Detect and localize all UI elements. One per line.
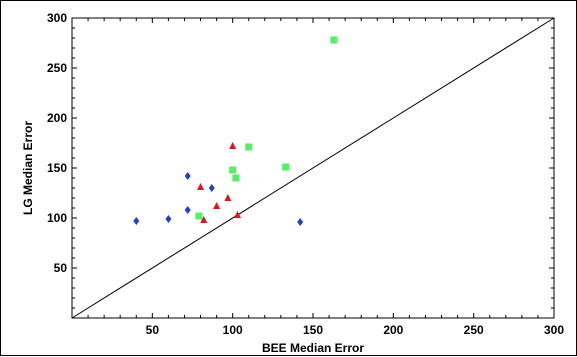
square-point bbox=[330, 36, 338, 44]
y-axis: 50 100 150 200 250 300 bbox=[47, 11, 554, 309]
square-point bbox=[232, 174, 240, 182]
diamond-point bbox=[184, 172, 191, 180]
x-tick-label: 300 bbox=[544, 323, 564, 337]
triangle-point bbox=[233, 211, 241, 218]
y-tick-label: 300 bbox=[47, 11, 67, 25]
y-tick-label: 250 bbox=[47, 61, 67, 75]
diamond-point bbox=[208, 184, 215, 192]
triangle-point bbox=[224, 194, 232, 201]
y-tick-label: 50 bbox=[54, 261, 68, 275]
x-axis: 50 100 150 200 250 300 bbox=[87, 18, 564, 337]
square-point bbox=[282, 163, 290, 171]
data-points bbox=[133, 36, 338, 226]
y-tick-label: 150 bbox=[47, 161, 67, 175]
square-point bbox=[195, 212, 203, 220]
triangle-point bbox=[197, 183, 205, 190]
diamond-point bbox=[165, 215, 172, 223]
square-point bbox=[245, 143, 253, 151]
x-tick-label: 150 bbox=[303, 323, 323, 337]
diagonal-reference-line bbox=[71, 17, 555, 319]
square-point bbox=[229, 166, 237, 174]
diamond-point bbox=[133, 217, 140, 225]
y-axis-title: LG Median Error bbox=[21, 121, 35, 215]
x-tick-label: 50 bbox=[146, 323, 160, 337]
triangle-point bbox=[229, 142, 237, 149]
x-tick-label: 200 bbox=[383, 323, 403, 337]
diamond-point bbox=[184, 206, 191, 214]
x-tick-label: 250 bbox=[464, 323, 484, 337]
diamond-point bbox=[297, 218, 304, 226]
x-tick-label: 100 bbox=[223, 323, 243, 337]
y-tick-label: 200 bbox=[47, 111, 67, 125]
x-axis-title: BEE Median Error bbox=[262, 341, 364, 355]
triangle-point bbox=[200, 216, 208, 223]
triangle-point bbox=[213, 202, 221, 209]
y-tick-label: 100 bbox=[47, 211, 67, 225]
